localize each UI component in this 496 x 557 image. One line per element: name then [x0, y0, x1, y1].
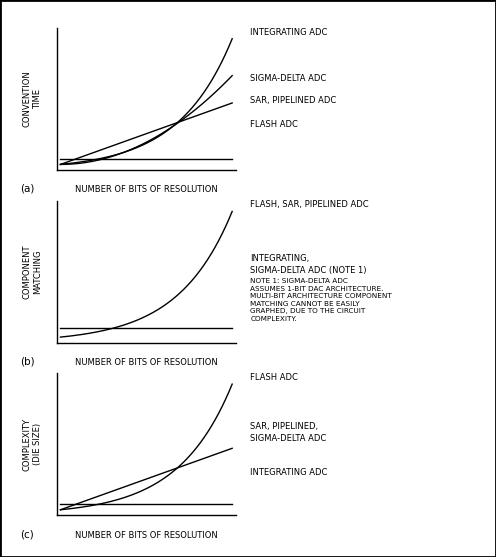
Text: FLASH ADC: FLASH ADC: [250, 120, 299, 129]
Text: COMPONENT
MATCHING: COMPONENT MATCHING: [22, 245, 42, 299]
Text: NUMBER OF BITS OF RESOLUTION: NUMBER OF BITS OF RESOLUTION: [75, 531, 218, 540]
Text: (a): (a): [20, 184, 34, 194]
Text: SAR, PIPELINED,
SIGMA-DELTA ADC: SAR, PIPELINED, SIGMA-DELTA ADC: [250, 422, 327, 443]
Text: FLASH ADC: FLASH ADC: [250, 373, 299, 382]
Text: SAR, PIPELINED ADC: SAR, PIPELINED ADC: [250, 96, 337, 105]
Text: FLASH, SAR, PIPELINED ADC: FLASH, SAR, PIPELINED ADC: [250, 201, 369, 209]
Text: SIGMA-DELTA ADC: SIGMA-DELTA ADC: [250, 75, 327, 84]
Text: NOTE 1: SIGMA-DELTA ADC
ASSUMES 1-BIT DAC ARCHITECTURE.
MULTI-BIT ARCHITECTURE C: NOTE 1: SIGMA-DELTA ADC ASSUMES 1-BIT DA…: [250, 278, 392, 322]
Text: (c): (c): [20, 529, 34, 539]
Text: NUMBER OF BITS OF RESOLUTION: NUMBER OF BITS OF RESOLUTION: [75, 358, 218, 367]
Text: INTEGRATING,
SIGMA-DELTA ADC (NOTE 1): INTEGRATING, SIGMA-DELTA ADC (NOTE 1): [250, 254, 367, 275]
Text: INTEGRATING ADC: INTEGRATING ADC: [250, 28, 328, 37]
Text: COMPLEXITY
(DIE SIZE): COMPLEXITY (DIE SIZE): [22, 418, 42, 471]
Text: CONVENTION
TIME: CONVENTION TIME: [22, 71, 42, 127]
Text: INTEGRATING ADC: INTEGRATING ADC: [250, 468, 328, 477]
Text: (b): (b): [20, 356, 34, 367]
Text: NUMBER OF BITS OF RESOLUTION: NUMBER OF BITS OF RESOLUTION: [75, 185, 218, 194]
